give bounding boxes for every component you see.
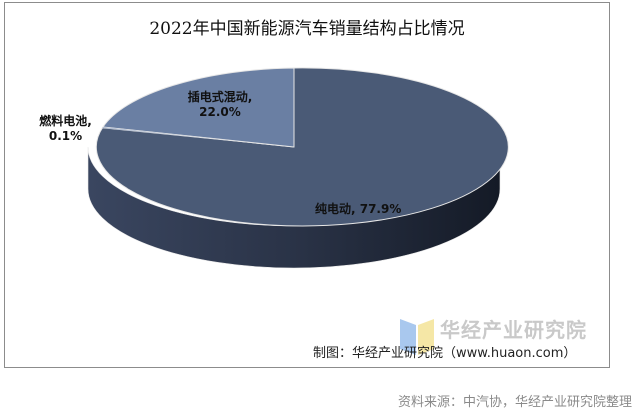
label-bev: 纯电动, 77.9% [315,202,402,216]
chart-credit: 制图：华经产业研究院（www.huaon.com） [313,346,577,361]
pie-side [87,146,501,269]
watermark-logo-icon [400,319,434,355]
slice-phev [102,67,295,148]
watermark-text: 华经产业研究院 [440,318,587,342]
slice-fcev [101,126,295,148]
data-source: 资料来源：中汽协，华经产业研究院整理 [397,395,632,410]
label-phev-pct: 22.0% [199,105,241,119]
label-fcev: 燃料电池, 0.1% [28,114,103,144]
slice-bev [95,67,509,227]
label-fcev-name: 燃料电池, [39,114,92,128]
label-phev-name: 插电式混动, [187,90,253,104]
label-fcev-pct: 0.1% [48,129,83,143]
chart-title: 2022年中国新能源汽车销量结构占比情况 [149,19,465,39]
label-phev: 插电式混动, 22.0% [175,90,265,120]
